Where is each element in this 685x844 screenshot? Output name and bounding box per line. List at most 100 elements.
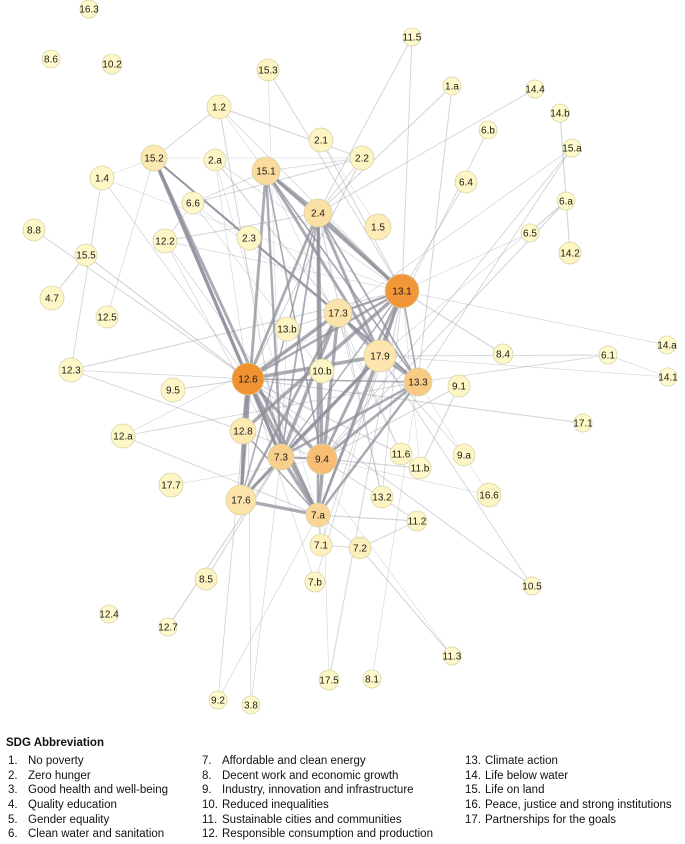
legend-item-number: 8. bbox=[202, 769, 212, 782]
node-label: 14.1 bbox=[658, 373, 678, 384]
network-edge bbox=[559, 112, 571, 254]
network-node: 2.1 bbox=[308, 127, 334, 153]
network-node: 15.3 bbox=[256, 58, 280, 82]
legend-columns: 1. No poverty 2. Zero hunger 3. Good health… bbox=[6, 754, 685, 844]
node-circle bbox=[225, 484, 257, 516]
network-edge bbox=[192, 202, 339, 314]
legend-item-number: 2. bbox=[8, 769, 18, 782]
node-label: 12.4 bbox=[99, 610, 119, 621]
node-label: 2.3 bbox=[242, 234, 256, 245]
network-node: 16.6 bbox=[476, 482, 502, 508]
node-circle bbox=[349, 145, 375, 171]
network-node: 7.1 bbox=[309, 533, 333, 557]
node-circle bbox=[41, 49, 61, 69]
network-edge bbox=[317, 212, 383, 498]
legend-item: 2. Zero hunger bbox=[8, 769, 168, 784]
node-label: 15.5 bbox=[76, 251, 96, 262]
node-circle bbox=[454, 170, 478, 194]
network-edge bbox=[317, 85, 453, 214]
network-node: 2.3 bbox=[236, 225, 262, 251]
network-node: 15.5 bbox=[74, 243, 98, 267]
node-label: 17.6 bbox=[231, 496, 251, 507]
node-label: 10.b bbox=[312, 367, 332, 378]
node-label: 9.1 bbox=[452, 382, 466, 393]
network-node: 12.a bbox=[110, 423, 136, 449]
network-node: 14.b bbox=[550, 103, 570, 123]
network-edge bbox=[379, 355, 669, 378]
node-circle bbox=[492, 343, 514, 365]
node-circle bbox=[406, 510, 428, 532]
node-label: 11.5 bbox=[403, 33, 422, 44]
network-edge bbox=[317, 88, 536, 214]
network-node: 13.1 bbox=[384, 273, 420, 309]
node-label: 17.7 bbox=[161, 481, 181, 492]
node-label: 2.a bbox=[208, 156, 222, 167]
legend-item: 14. Life below water bbox=[465, 769, 672, 784]
node-label: 16.3 bbox=[79, 5, 99, 16]
node-circle bbox=[520, 223, 540, 243]
network-node: 1.5 bbox=[364, 213, 392, 241]
node-circle bbox=[525, 79, 545, 99]
network-node: 6.6 bbox=[181, 191, 205, 215]
node-circle bbox=[476, 482, 502, 508]
network-edge bbox=[246, 377, 324, 461]
node-label: 11.6 bbox=[392, 450, 411, 461]
legend-item-number: 14. bbox=[465, 769, 481, 782]
node-label: 8.8 bbox=[27, 226, 41, 237]
network-edge bbox=[122, 290, 403, 437]
network-edge bbox=[371, 381, 419, 680]
legend-item: 17. Partnerships for the goals bbox=[465, 813, 672, 828]
network-node: 12.5 bbox=[95, 305, 119, 329]
network-edge bbox=[192, 157, 363, 204]
network-node: 12.8 bbox=[229, 417, 257, 445]
node-circle bbox=[308, 127, 334, 153]
node-label: 7.1 bbox=[314, 541, 328, 552]
network-node: 6.4 bbox=[454, 170, 478, 194]
legend-item-number: 13. bbox=[465, 755, 481, 767]
network-node: 11.6 bbox=[389, 442, 413, 466]
legend-column-1: 1. No poverty 2. Zero hunger 3. Good health… bbox=[8, 754, 168, 842]
node-label: 2.2 bbox=[355, 154, 369, 165]
network-edge bbox=[246, 311, 340, 381]
network-node: 12.4 bbox=[99, 604, 119, 624]
network-edge bbox=[280, 380, 419, 459]
network-edge bbox=[321, 385, 460, 460]
network-node: 15.2 bbox=[140, 144, 168, 172]
network-node: 17.1 bbox=[573, 413, 593, 433]
node-circle bbox=[158, 617, 178, 637]
network-node: 12.6 bbox=[231, 362, 265, 396]
network-edge bbox=[317, 514, 418, 522]
legend-item-label: Partnerships for the goals bbox=[485, 813, 617, 826]
legend-column-3: 13. Climate action 14. Life below water 15… bbox=[465, 754, 672, 827]
node-label: 14.a bbox=[657, 341, 677, 352]
node-label: 1.4 bbox=[95, 174, 109, 185]
network-edge bbox=[267, 69, 403, 292]
network-node: 7.b bbox=[304, 571, 326, 593]
network-edge bbox=[401, 181, 467, 292]
node-circle bbox=[478, 120, 498, 140]
node-circle bbox=[160, 377, 186, 403]
network-edge bbox=[247, 289, 403, 381]
node-circle bbox=[558, 241, 582, 265]
network-edge bbox=[214, 159, 403, 292]
node-label: 13.1 bbox=[392, 287, 412, 298]
network-edge bbox=[164, 240, 282, 458]
legend-item: 6. Clean water and sanitation bbox=[8, 827, 168, 842]
legend-item: 13. Climate action bbox=[465, 754, 672, 769]
network-node: 3.8 bbox=[241, 695, 261, 715]
node-label: 1.2 bbox=[212, 103, 226, 114]
network-node: 17.6 bbox=[225, 484, 257, 516]
node-label: 1.5 bbox=[371, 223, 385, 234]
network-edge bbox=[85, 254, 249, 380]
node-label: 14.2 bbox=[560, 249, 580, 260]
node-circle bbox=[598, 345, 618, 365]
network-edge bbox=[205, 456, 282, 580]
legend-item-label: No poverty bbox=[28, 755, 84, 767]
network-node: 11.b bbox=[408, 456, 432, 480]
network-edge bbox=[359, 547, 453, 657]
legend-item-number: 11. bbox=[202, 813, 218, 826]
network-edge bbox=[239, 312, 340, 501]
network-node: 8.6 bbox=[41, 49, 61, 69]
network-node: 8.1 bbox=[362, 669, 382, 689]
node-circle bbox=[305, 502, 331, 528]
